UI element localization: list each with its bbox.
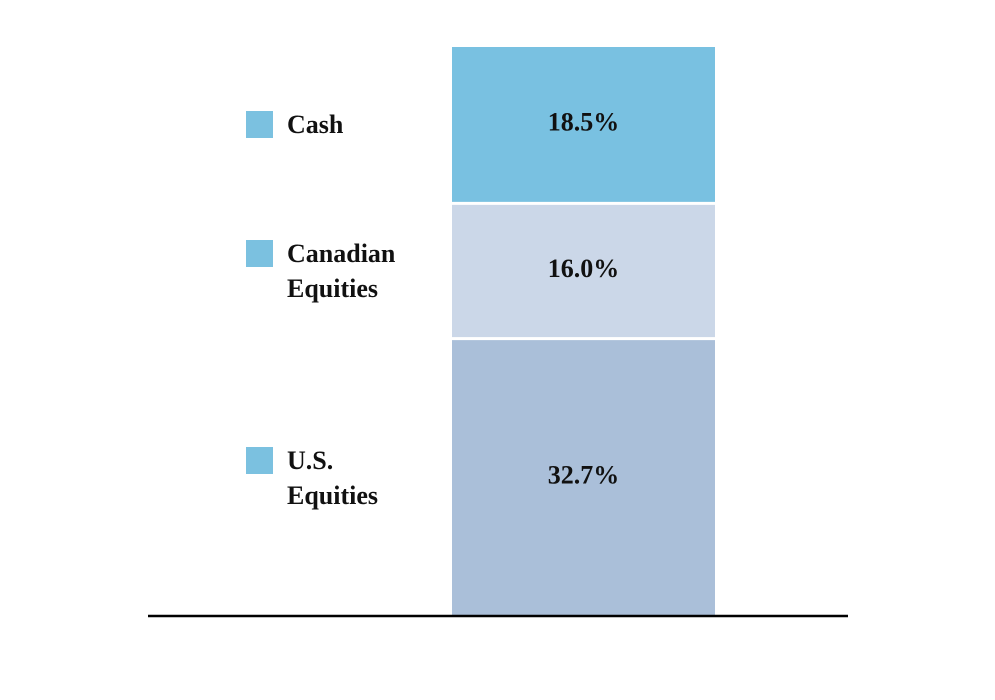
legend-label: Cash <box>287 109 344 139</box>
legend-swatch <box>246 446 273 474</box>
value-label: 16.0% <box>548 254 620 283</box>
value-label: 32.7% <box>548 461 620 490</box>
bar-segment <box>452 47 715 202</box>
legend-label: U.S. Equities <box>287 445 379 510</box>
legend-label: Canadian Equities <box>287 238 396 303</box>
legend-item: U.S. Equities <box>246 443 427 513</box>
bar-segment <box>452 204 715 338</box>
legend-swatch <box>246 239 273 267</box>
legend-item: Cash <box>246 107 427 142</box>
bar-segment <box>452 340 715 615</box>
legend-item: Canadian Equities <box>246 236 427 306</box>
legend-swatch <box>246 110 273 138</box>
value-label: 18.5% <box>548 107 620 136</box>
